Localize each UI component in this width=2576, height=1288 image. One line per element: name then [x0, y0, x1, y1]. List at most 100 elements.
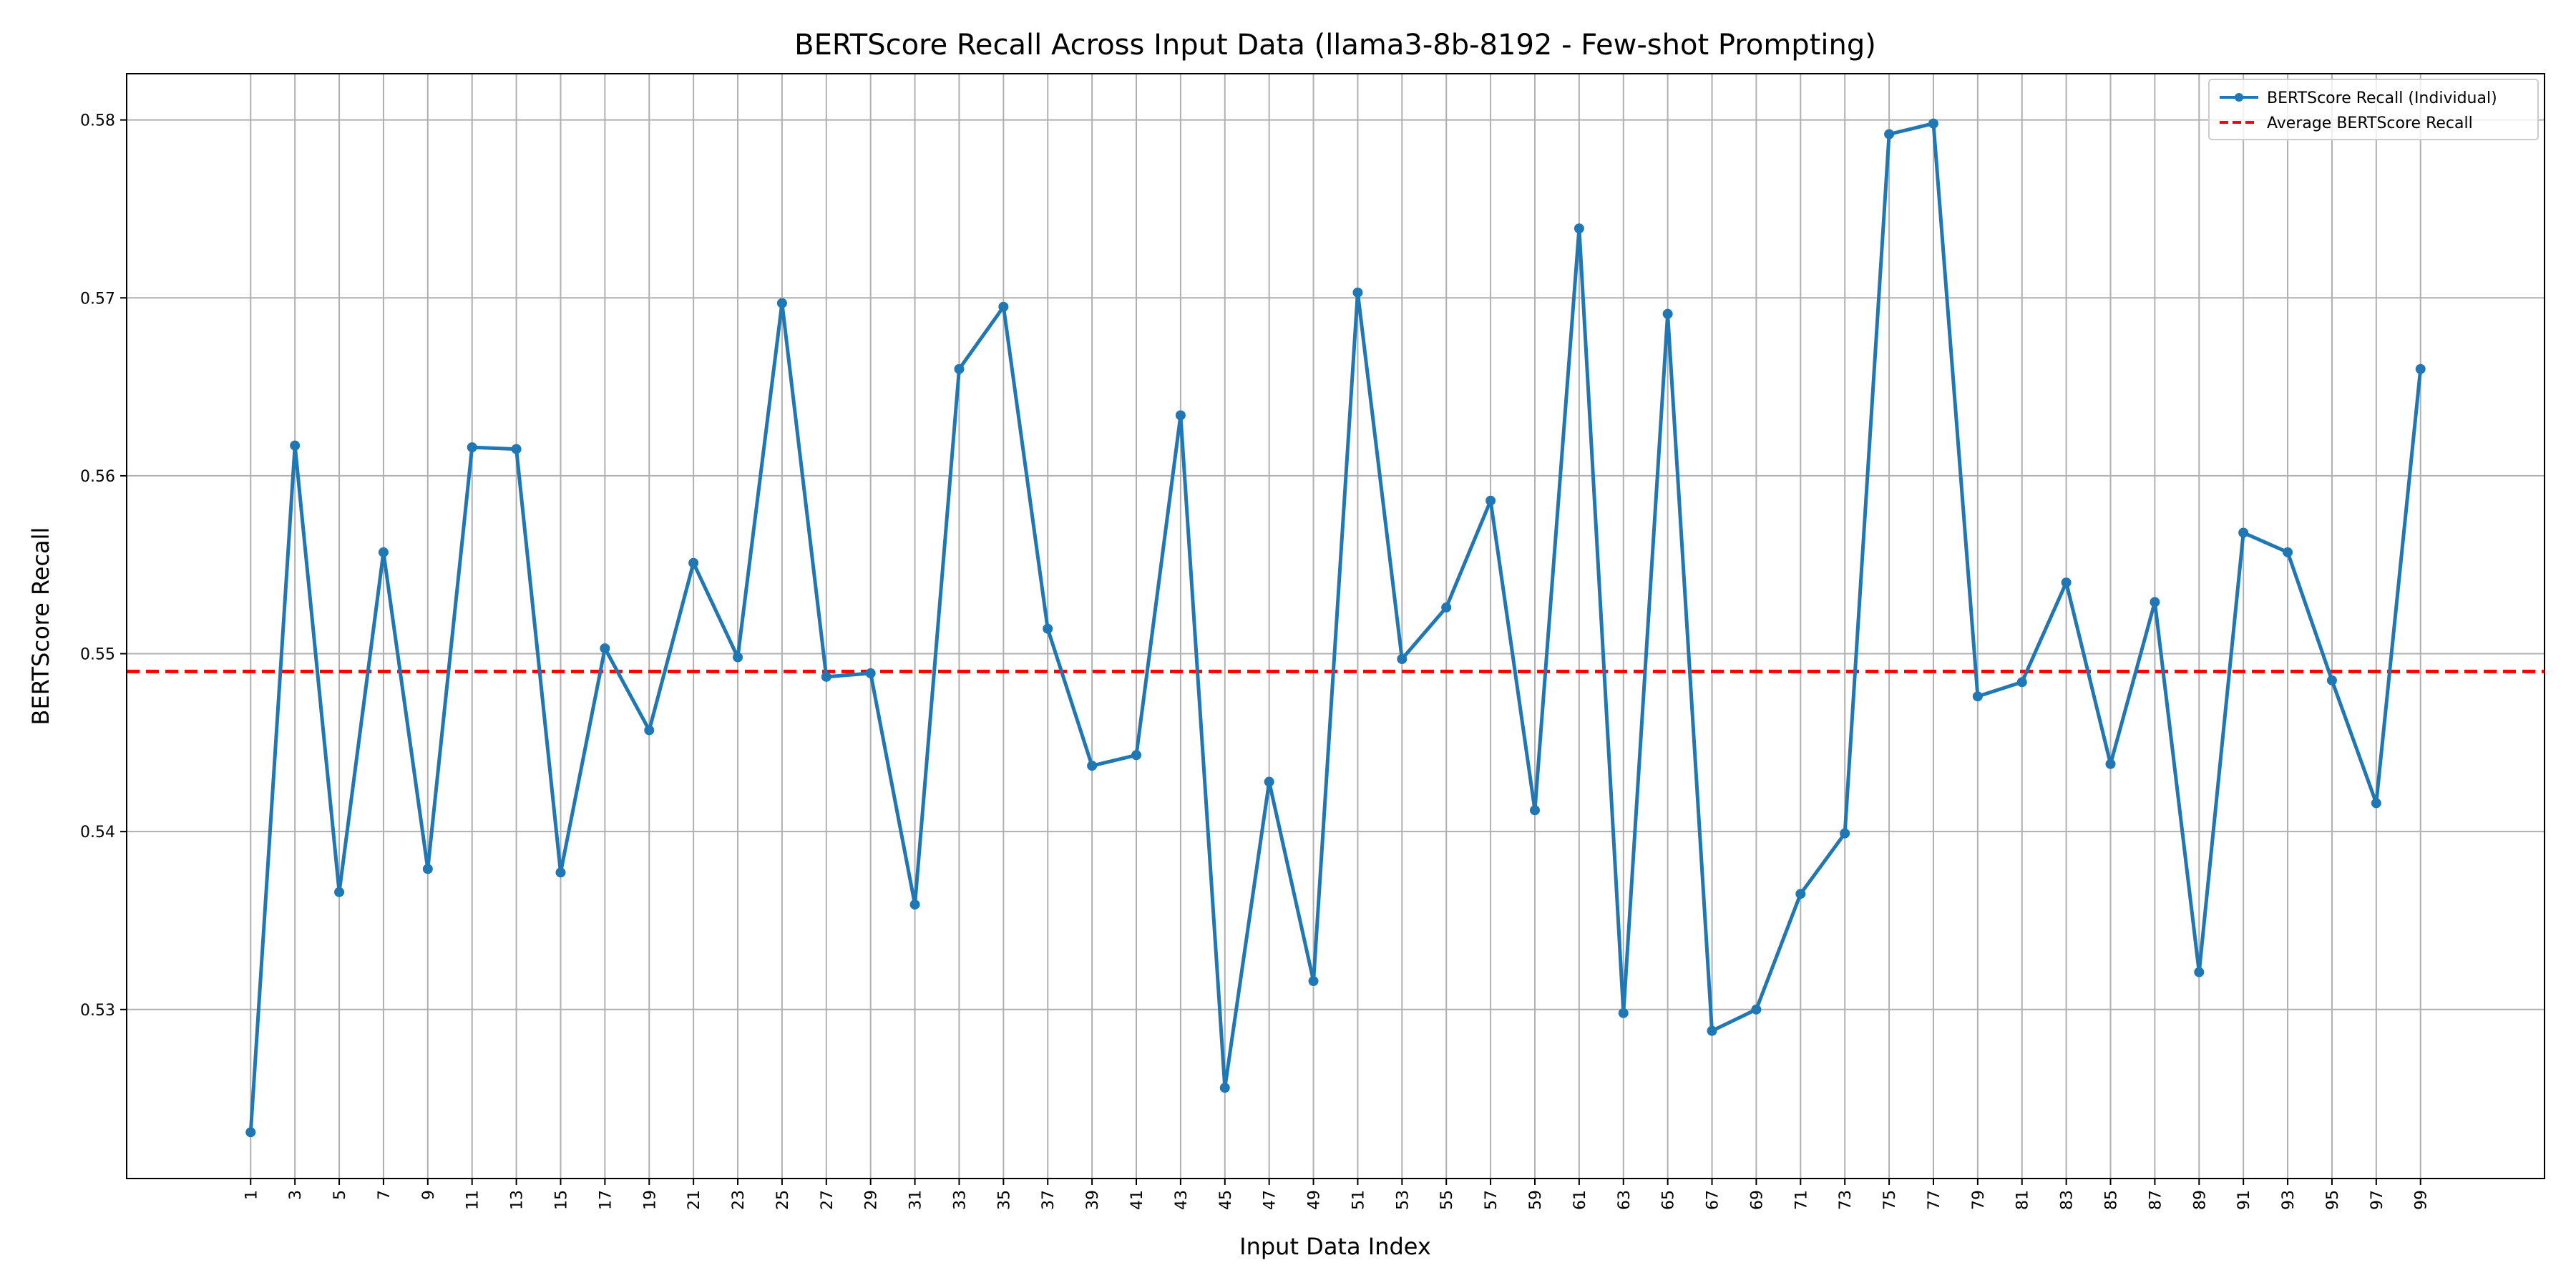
legend-box	[2208, 79, 2539, 140]
legend-series-marker	[2235, 93, 2243, 102]
x-tick-label: 45	[1217, 1190, 1235, 1210]
x-tick-layer: 1 3 5 7 9 11 13 15 17 19 21 23 25 27 29 31 33 35 37 39 41 43 4…	[243, 1179, 2431, 1210]
data-point	[1043, 623, 1053, 634]
data-point	[1352, 287, 1363, 298]
x-tick-label: 69	[1748, 1190, 1766, 1210]
data-point	[644, 725, 655, 736]
x-tick-label: 17	[597, 1190, 615, 1210]
x-tick-label: 87	[2147, 1190, 2165, 1210]
data-point	[245, 1127, 256, 1138]
x-tick-label: 5	[331, 1190, 349, 1200]
data-point	[1840, 828, 1850, 839]
data-point	[1441, 602, 1452, 613]
series-layer	[245, 118, 2426, 1138]
x-tick-label: 15	[552, 1190, 570, 1210]
x-tick-label: 77	[1926, 1190, 1943, 1210]
data-point	[1175, 410, 1186, 421]
x-tick-label: 81	[2014, 1190, 2032, 1210]
x-tick-label: 95	[2324, 1190, 2342, 1210]
y-tick-layer: 0.53 0.54 0.55 0.56 0.57 0.58	[80, 112, 127, 1020]
x-tick-label: 19	[641, 1190, 659, 1210]
data-point	[2016, 677, 2027, 688]
data-point	[733, 652, 743, 663]
x-axis-label: Input Data Index	[1239, 1233, 1431, 1260]
data-point	[865, 668, 876, 678]
x-tick-label: 35	[995, 1190, 1013, 1210]
data-point	[688, 557, 699, 568]
plot-frame	[126, 73, 2545, 1179]
data-point	[2061, 577, 2072, 588]
x-tick-label: 59	[1527, 1190, 1545, 1210]
x-tick-label: 97	[2368, 1190, 2386, 1210]
x-tick-label: 71	[1792, 1190, 1810, 1210]
x-tick-label: 57	[1483, 1190, 1501, 1210]
x-tick-label: 25	[774, 1190, 792, 1210]
data-point	[511, 444, 522, 454]
data-point	[998, 301, 1009, 312]
x-tick-label: 41	[1128, 1190, 1146, 1210]
x-tick-label: 27	[819, 1190, 836, 1210]
data-point	[909, 899, 920, 910]
x-tick-label: 85	[2103, 1190, 2121, 1210]
x-tick-label: 31	[907, 1190, 925, 1210]
data-point	[1707, 1025, 1717, 1036]
x-tick-label: 99	[2413, 1190, 2431, 1210]
y-tick-label: 0.56	[80, 468, 115, 486]
data-point	[1264, 776, 1274, 787]
data-point	[2150, 597, 2160, 608]
data-point	[2105, 758, 2116, 769]
x-tick-label: 21	[686, 1190, 703, 1210]
data-point	[1529, 805, 1540, 816]
data-point	[2415, 364, 2426, 374]
x-tick-label: 55	[1438, 1190, 1456, 1210]
x-tick-label: 9	[420, 1190, 438, 1200]
x-tick-label: 23	[730, 1190, 748, 1210]
x-tick-label: 61	[1571, 1190, 1589, 1210]
y-tick-label: 0.53	[80, 1002, 115, 1020]
x-tick-label: 91	[2235, 1190, 2253, 1210]
data-point	[1087, 761, 1098, 771]
x-tick-label: 33	[951, 1190, 969, 1210]
y-tick-label: 0.55	[80, 646, 115, 664]
data-point	[1131, 750, 1142, 761]
data-point	[1574, 223, 1584, 234]
data-point	[1751, 1004, 1762, 1015]
y-tick-label: 0.54	[80, 824, 115, 841]
chart-title: BERTScore Recall Across Input Data (llam…	[794, 29, 1876, 62]
x-tick-label: 3	[287, 1190, 305, 1200]
data-point	[422, 864, 433, 874]
x-tick-label: 39	[1084, 1190, 1102, 1210]
x-tick-label: 83	[2059, 1190, 2077, 1210]
data-point	[1485, 495, 1496, 506]
legend-average-label: Average BERTScore Recall	[2267, 114, 2473, 132]
data-point	[1219, 1083, 1230, 1093]
x-tick-label: 65	[1660, 1190, 1678, 1210]
y-tick-label: 0.57	[80, 290, 115, 308]
x-tick-label: 89	[2191, 1190, 2209, 1210]
data-point	[1397, 653, 1407, 664]
x-tick-label: 79	[1970, 1190, 1988, 1210]
data-point	[2238, 527, 2249, 538]
data-point	[776, 298, 787, 308]
x-tick-label: 7	[376, 1190, 394, 1200]
x-tick-label: 43	[1173, 1190, 1191, 1210]
y-tick-label: 0.58	[80, 112, 115, 130]
x-tick-label: 11	[464, 1190, 482, 1210]
data-point	[467, 442, 477, 453]
data-point	[1795, 889, 1806, 899]
data-point	[2283, 547, 2293, 557]
x-tick-label: 1	[243, 1190, 260, 1200]
data-point	[1884, 129, 1895, 140]
x-tick-label: 49	[1306, 1190, 1324, 1210]
data-point	[821, 671, 831, 682]
x-tick-label: 29	[863, 1190, 881, 1210]
x-tick-label: 63	[1616, 1190, 1634, 1210]
series-line	[248, 122, 2423, 1133]
legend-series-label: BERTScore Recall (Individual)	[2267, 89, 2497, 107]
x-tick-label: 73	[1837, 1190, 1855, 1210]
x-tick-label: 13	[509, 1190, 527, 1210]
x-tick-label: 67	[1704, 1190, 1722, 1210]
data-point	[2326, 675, 2337, 686]
